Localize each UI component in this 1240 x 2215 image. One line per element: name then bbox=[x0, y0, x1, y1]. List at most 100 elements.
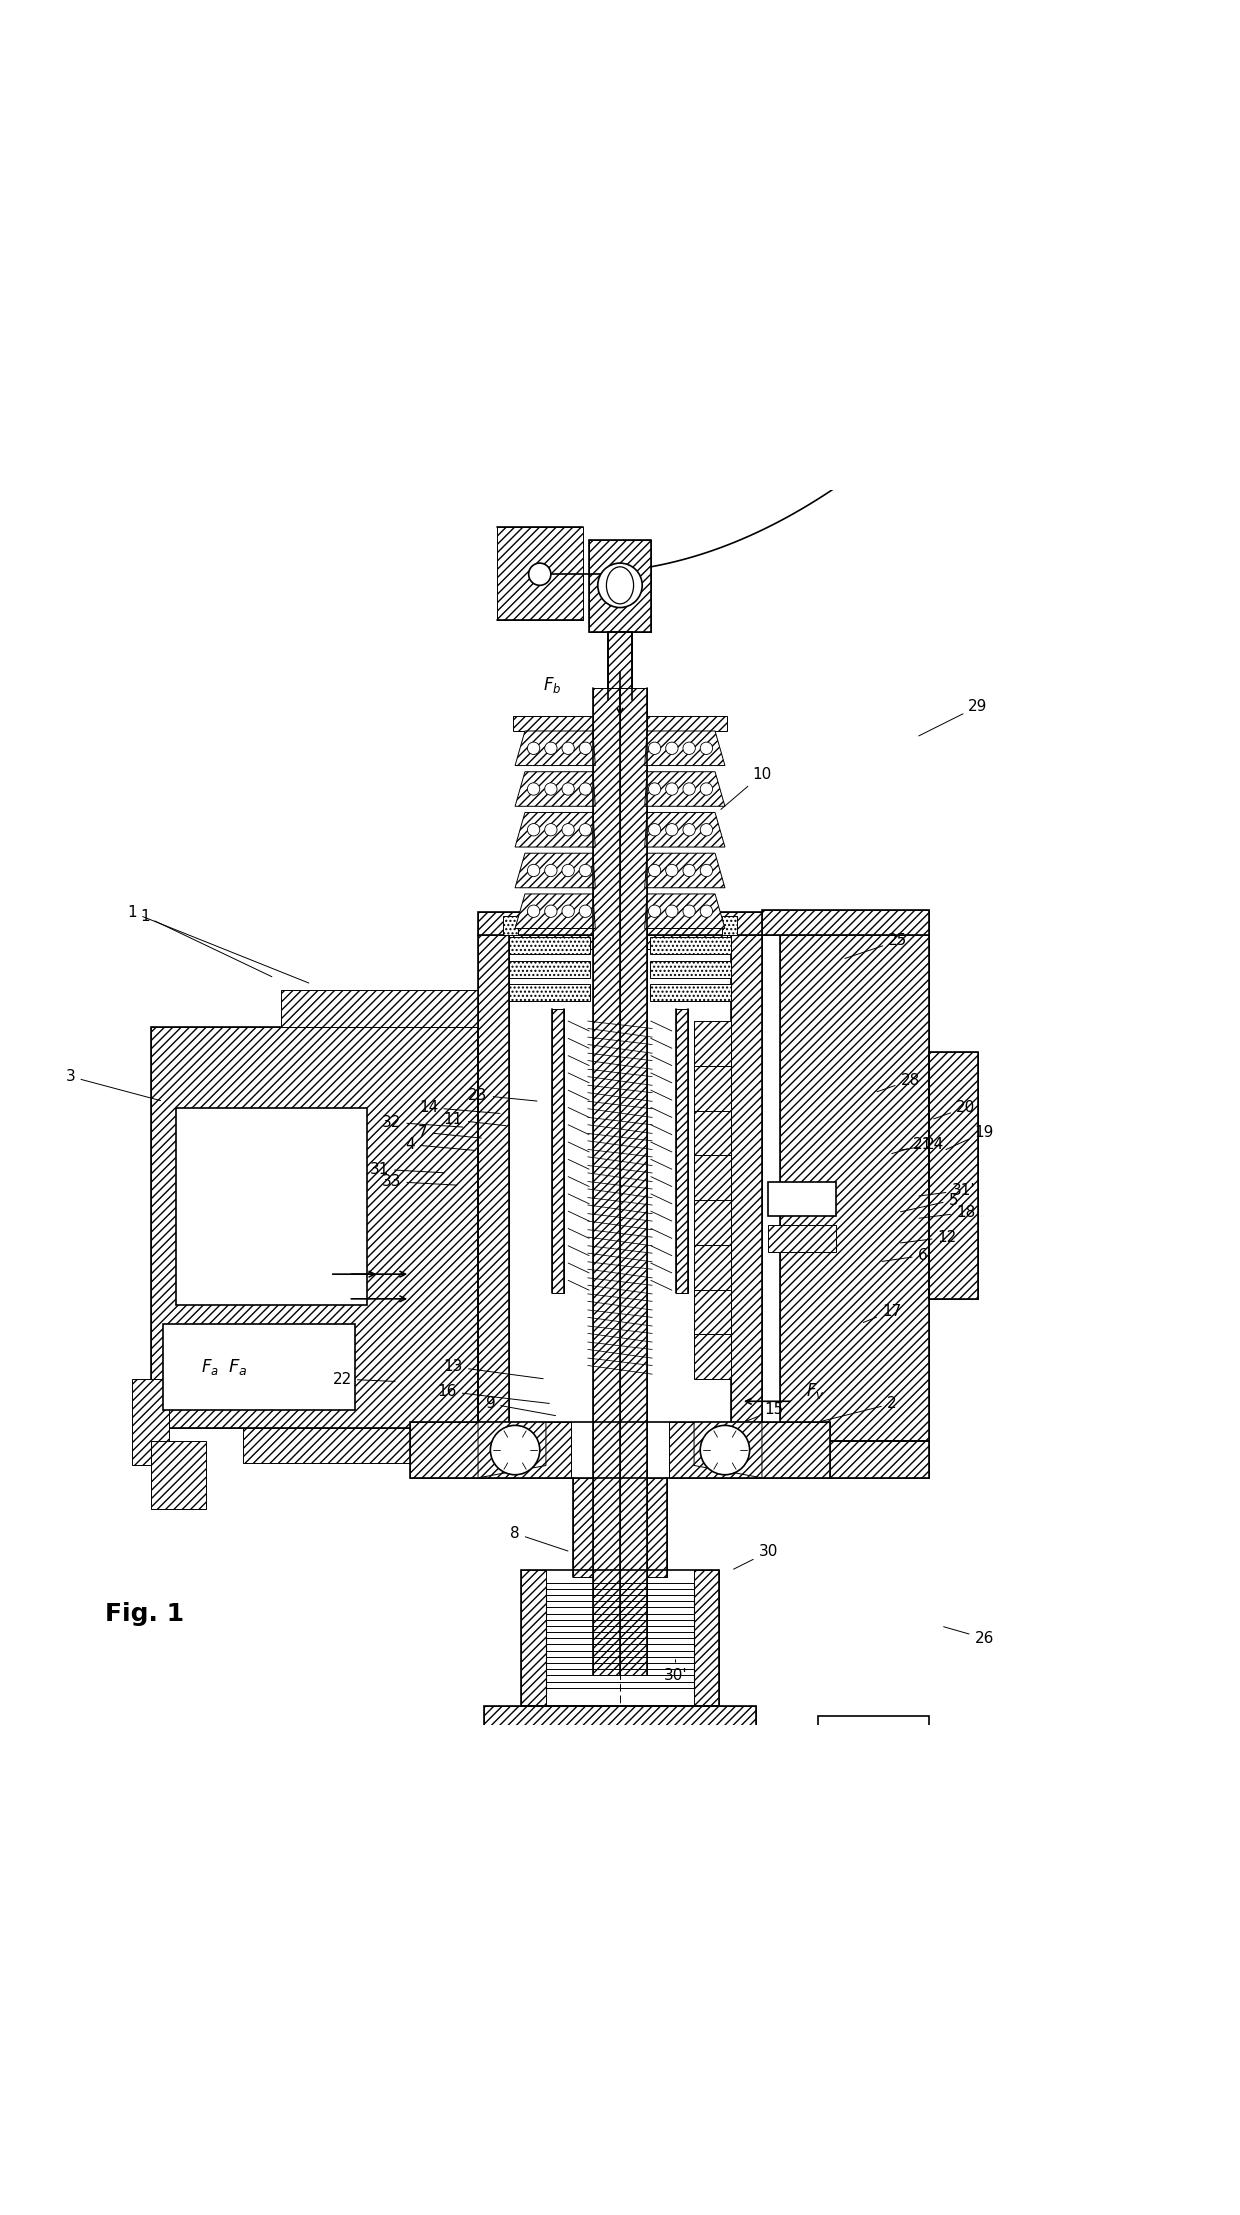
Bar bbox=[496, 527, 583, 620]
Circle shape bbox=[579, 742, 591, 755]
Bar bbox=[761, 910, 929, 935]
Text: 15: 15 bbox=[746, 1402, 784, 1422]
Bar bbox=[694, 1021, 732, 1065]
Circle shape bbox=[527, 906, 539, 917]
Circle shape bbox=[527, 742, 539, 755]
Bar bbox=[484, 1706, 756, 1730]
Circle shape bbox=[598, 563, 642, 607]
Text: 26: 26 bbox=[944, 1626, 993, 1646]
Text: 7: 7 bbox=[418, 1125, 481, 1141]
Bar bbox=[512, 715, 728, 731]
Text: 11: 11 bbox=[444, 1112, 506, 1127]
Circle shape bbox=[649, 742, 661, 755]
Circle shape bbox=[649, 906, 661, 917]
Circle shape bbox=[701, 906, 713, 917]
Bar bbox=[694, 1570, 719, 1706]
Polygon shape bbox=[515, 813, 595, 846]
Bar bbox=[768, 1225, 836, 1251]
Bar bbox=[502, 917, 517, 935]
Circle shape bbox=[666, 782, 678, 795]
Polygon shape bbox=[645, 853, 725, 888]
Bar bbox=[608, 631, 632, 700]
Text: 24: 24 bbox=[899, 1136, 945, 1152]
Text: $\mathit{F}_a$: $\mathit{F}_a$ bbox=[201, 1358, 219, 1378]
Text: 19: 19 bbox=[946, 1125, 993, 1150]
Polygon shape bbox=[515, 895, 595, 928]
Circle shape bbox=[562, 742, 574, 755]
Bar bbox=[479, 913, 761, 935]
Bar bbox=[552, 1008, 564, 1294]
Circle shape bbox=[562, 864, 574, 877]
Circle shape bbox=[528, 563, 551, 585]
Text: 32: 32 bbox=[382, 1114, 463, 1130]
Polygon shape bbox=[694, 1422, 761, 1477]
Text: 8: 8 bbox=[510, 1526, 568, 1550]
Bar bbox=[723, 917, 738, 935]
Bar bbox=[410, 1422, 830, 1477]
Bar bbox=[780, 935, 929, 1440]
Circle shape bbox=[544, 906, 557, 917]
Circle shape bbox=[683, 824, 696, 835]
Circle shape bbox=[562, 824, 574, 835]
Bar bbox=[479, 935, 508, 1429]
Bar bbox=[593, 1765, 620, 1803]
Bar bbox=[133, 1380, 170, 1466]
Bar bbox=[694, 1110, 732, 1156]
Circle shape bbox=[683, 742, 696, 755]
Bar bbox=[512, 935, 728, 950]
Text: 29: 29 bbox=[919, 698, 988, 735]
Bar bbox=[694, 1065, 732, 1110]
Text: 23: 23 bbox=[469, 1088, 537, 1103]
Bar bbox=[694, 1156, 732, 1201]
Text: 17: 17 bbox=[863, 1305, 901, 1322]
Bar bbox=[694, 1333, 732, 1380]
Circle shape bbox=[544, 864, 557, 877]
Bar bbox=[479, 935, 508, 1429]
Bar bbox=[479, 913, 761, 935]
Bar bbox=[694, 1440, 929, 1477]
Circle shape bbox=[544, 742, 557, 755]
Circle shape bbox=[666, 864, 678, 877]
Circle shape bbox=[579, 906, 591, 917]
Bar bbox=[694, 1440, 929, 1477]
Text: 9: 9 bbox=[486, 1395, 556, 1415]
Circle shape bbox=[562, 782, 574, 795]
Circle shape bbox=[544, 824, 557, 835]
Text: 31: 31 bbox=[370, 1161, 444, 1176]
Bar bbox=[521, 1570, 719, 1706]
Ellipse shape bbox=[606, 567, 634, 605]
Bar bbox=[521, 1570, 546, 1706]
Text: $\mathit{F}_b$: $\mathit{F}_b$ bbox=[543, 676, 562, 696]
Bar bbox=[761, 910, 929, 935]
Bar bbox=[484, 1706, 756, 1730]
Circle shape bbox=[683, 864, 696, 877]
Polygon shape bbox=[645, 771, 725, 806]
Circle shape bbox=[683, 782, 696, 795]
Text: 22: 22 bbox=[332, 1371, 396, 1387]
Text: 18: 18 bbox=[919, 1205, 976, 1220]
Bar bbox=[151, 1028, 479, 1429]
Bar bbox=[593, 689, 620, 1675]
Text: 1: 1 bbox=[128, 906, 309, 983]
Text: 13: 13 bbox=[444, 1360, 543, 1378]
Bar bbox=[650, 937, 732, 955]
Polygon shape bbox=[645, 731, 725, 766]
Circle shape bbox=[701, 864, 713, 877]
Bar bbox=[929, 1052, 978, 1298]
Circle shape bbox=[683, 906, 696, 917]
Bar bbox=[732, 935, 761, 1429]
Bar bbox=[508, 961, 590, 977]
Circle shape bbox=[562, 906, 574, 917]
Bar bbox=[151, 1440, 207, 1508]
Bar bbox=[620, 1765, 647, 1803]
Text: 12: 12 bbox=[900, 1229, 957, 1245]
Text: Fig. 1: Fig. 1 bbox=[105, 1601, 185, 1626]
Text: $\mathit{F}_a$: $\mathit{F}_a$ bbox=[228, 1358, 247, 1378]
Bar bbox=[589, 540, 651, 631]
Bar bbox=[780, 935, 929, 1440]
Circle shape bbox=[666, 906, 678, 917]
Circle shape bbox=[579, 824, 591, 835]
Bar bbox=[151, 1028, 479, 1429]
Bar bbox=[694, 1201, 732, 1245]
Text: 30': 30' bbox=[663, 1659, 687, 1683]
